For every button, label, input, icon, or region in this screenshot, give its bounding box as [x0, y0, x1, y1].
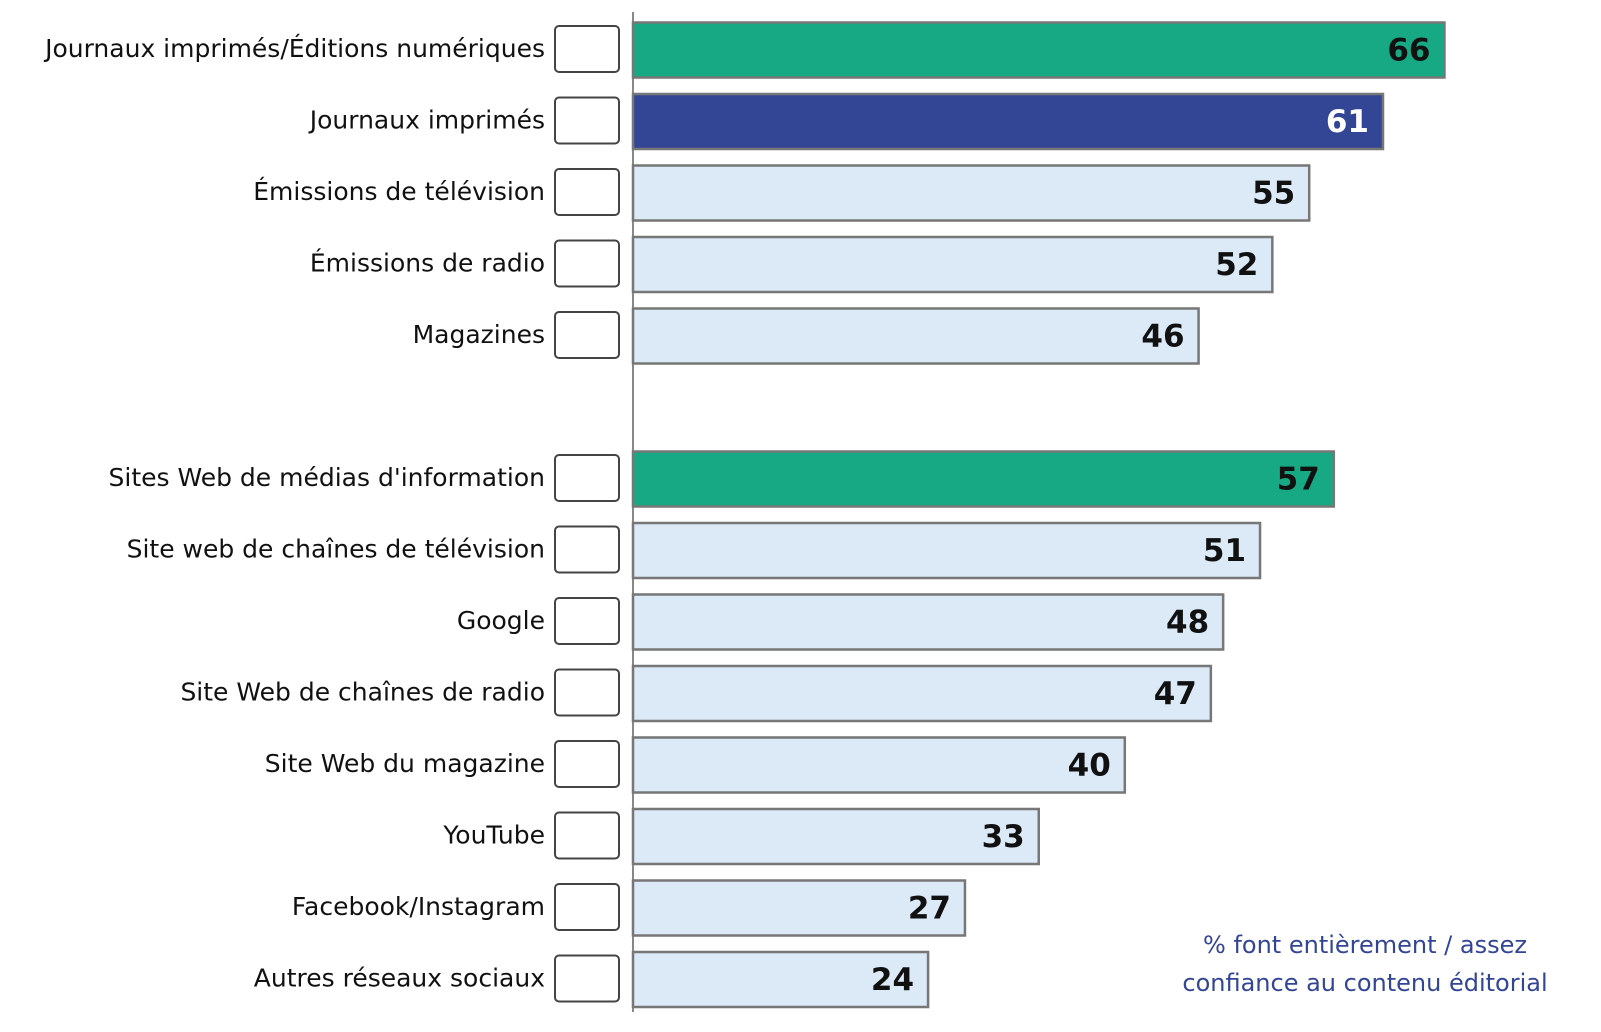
- bar: [631, 164, 1311, 222]
- bar: [631, 664, 1213, 723]
- value-label: 51: [1203, 533, 1246, 569]
- value-label: 66: [1387, 33, 1430, 69]
- bar: [631, 736, 1127, 794]
- icon: [554, 311, 620, 359]
- category-label: Site Web de chaînes de radio: [180, 678, 545, 707]
- bar: [631, 521, 1262, 580]
- category-label: Google: [457, 606, 545, 635]
- icon: [554, 597, 620, 645]
- category-label: Site web de chaînes de télévision: [127, 535, 545, 564]
- value-label: 40: [1068, 748, 1111, 784]
- value-label: 61: [1326, 104, 1369, 140]
- value-label: 47: [1154, 676, 1197, 712]
- category-label: Journaux imprimés: [308, 106, 545, 135]
- bar: [631, 21, 1446, 79]
- bar: [631, 307, 1200, 365]
- icon: [554, 740, 620, 788]
- category-label: Autres réseaux sociaux: [254, 964, 545, 993]
- category-label: Sites Web de médias d'information: [109, 463, 546, 492]
- bar: [631, 235, 1274, 294]
- icon: [554, 454, 620, 502]
- icon: [554, 96, 620, 145]
- value-label: 24: [871, 962, 914, 998]
- category-label: Site Web du magazine: [265, 749, 545, 778]
- category-label: YouTube: [442, 821, 545, 850]
- category-label: Magazines: [413, 320, 545, 349]
- value-label: 27: [908, 891, 951, 927]
- category-label: Émissions de radio: [310, 249, 545, 278]
- bar: [631, 807, 1040, 866]
- icon: [554, 811, 620, 860]
- bar: [631, 879, 967, 937]
- icon: [554, 168, 620, 216]
- icon: [554, 883, 620, 931]
- value-label: 33: [982, 819, 1025, 855]
- icon: [554, 954, 620, 1003]
- value-label: 55: [1252, 176, 1295, 212]
- icon: [554, 525, 620, 574]
- value-label: 48: [1166, 605, 1209, 641]
- icon: [554, 239, 620, 288]
- bar: [631, 593, 1225, 651]
- value-label: 52: [1215, 247, 1258, 283]
- bar: [631, 950, 930, 1009]
- category-label: Facebook/Instagram: [292, 892, 545, 921]
- value-label: 57: [1277, 462, 1320, 498]
- note: confiance au contenu éditorial: [1182, 969, 1547, 997]
- value-label: 46: [1141, 319, 1184, 355]
- bar: [631, 92, 1385, 151]
- bar: [631, 450, 1336, 508]
- category-label: Émissions de télévision: [253, 177, 545, 206]
- note: % font entièrement / assez: [1203, 931, 1527, 959]
- category-label: Journaux imprimés/Éditions numériques: [43, 34, 545, 63]
- icon: [554, 668, 620, 717]
- icon: [554, 25, 620, 73]
